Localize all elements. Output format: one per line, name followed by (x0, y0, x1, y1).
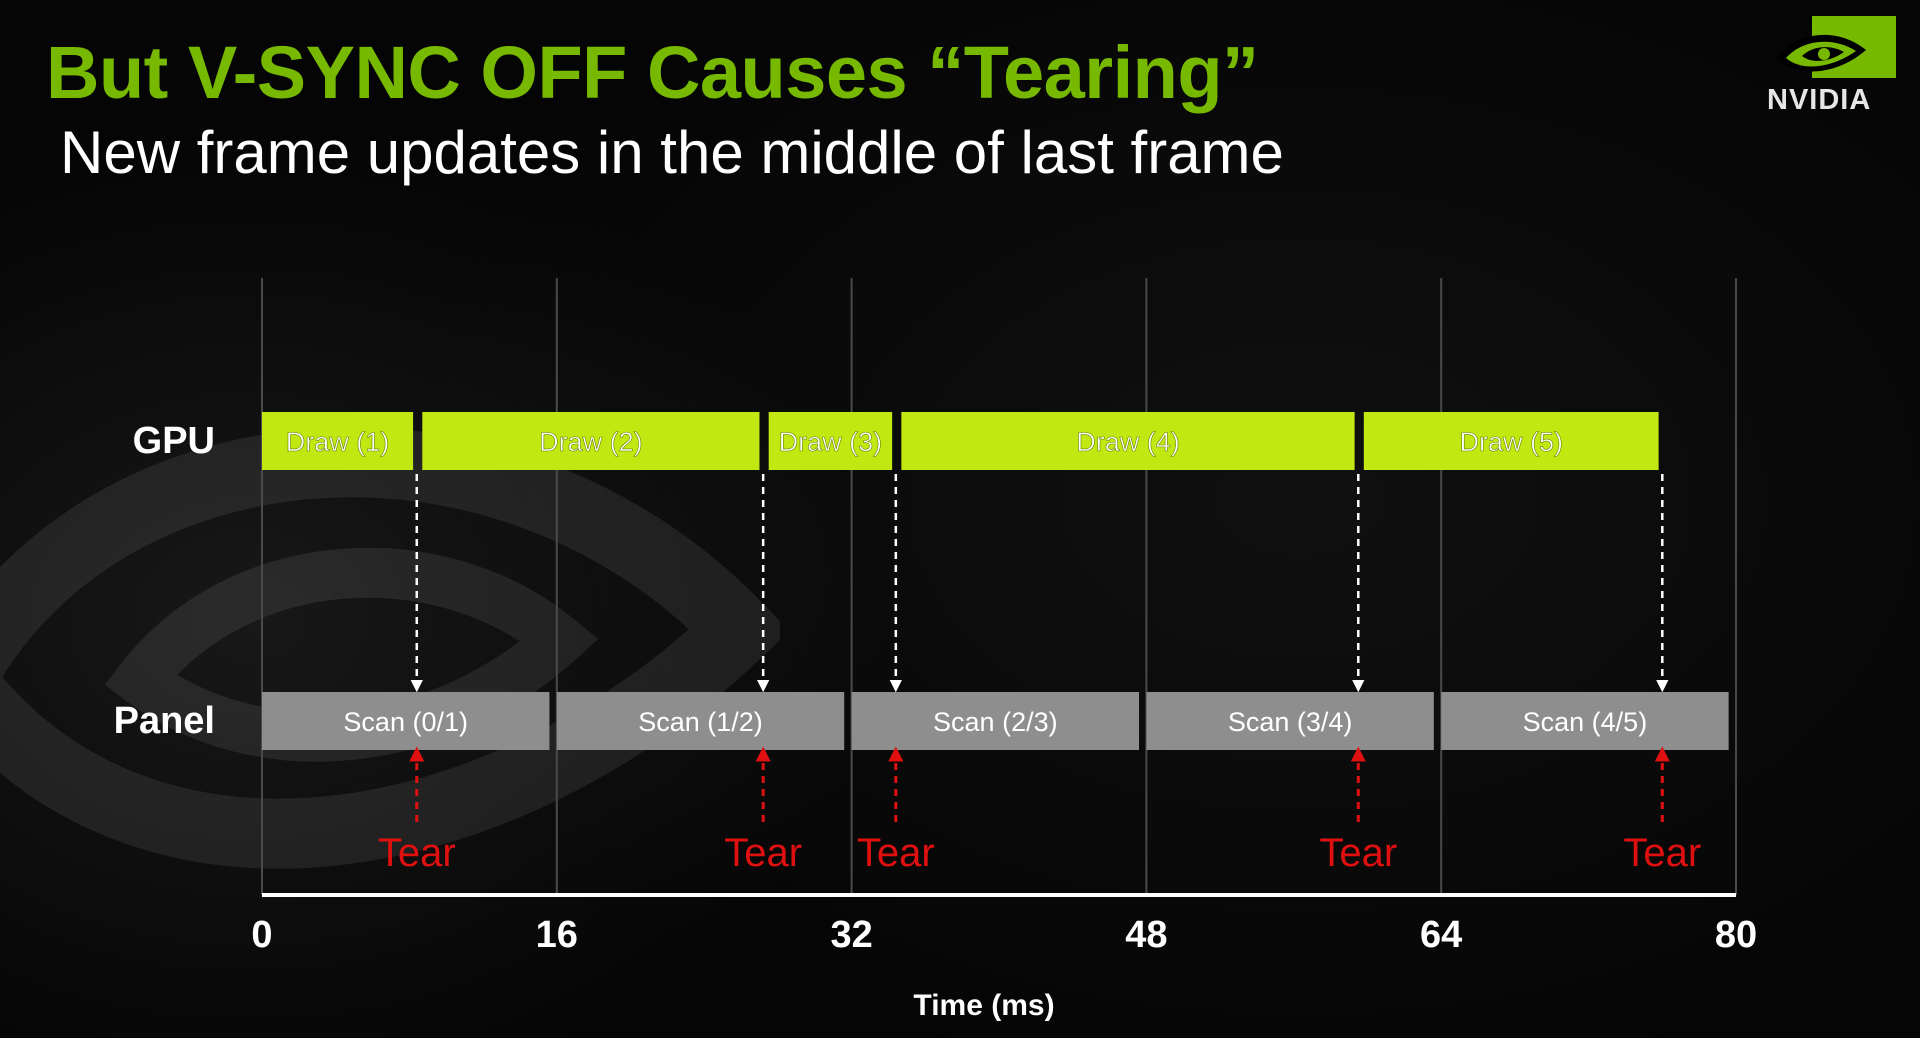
panel-scan-bar-label: Scan (0/1) (343, 707, 468, 737)
gpu-draw-bar (1363, 412, 1659, 470)
panel-scan-bar-label: Scan (2/3) (933, 707, 1058, 737)
panel-scan-bar (851, 692, 1140, 750)
panel-scan-bar (1146, 692, 1434, 750)
slide-subtitle: New frame updates in the middle of last … (60, 119, 1284, 186)
gpu-draw-bar-label: Draw (3) (779, 427, 883, 457)
slide-title: But V-SYNC OFF Causes “Tearing” (46, 31, 1259, 114)
gpu-draw-bar (422, 412, 760, 470)
gpu-draw-bar (901, 412, 1355, 470)
nvidia-eye-icon (1776, 16, 1896, 78)
x-tick-label: 0 (251, 914, 272, 956)
panel-scan-bar (1441, 692, 1729, 750)
gpu-draw-bar (768, 412, 893, 470)
gpu-draw-bar (262, 412, 414, 470)
panel-scan-bar-label: Scan (1/2) (638, 707, 763, 737)
tear-label: Tear (1623, 831, 1701, 875)
gpu-draw-bar-label: Draw (2) (539, 427, 643, 457)
x-tick-label: 80 (1715, 914, 1757, 956)
tear-label: Tear (724, 831, 802, 875)
tear-label: Tear (378, 831, 456, 875)
x-tick-label: 64 (1420, 914, 1462, 956)
gpu-draw-bar-label: Draw (5) (1459, 427, 1563, 457)
tear-label: Tear (1319, 831, 1397, 875)
panel-scan-bar-label: Scan (4/5) (1523, 707, 1648, 737)
x-axis-label: Time (ms) (913, 989, 1054, 1022)
x-tick-label: 16 (536, 914, 578, 956)
panel-scan-bar (262, 692, 550, 750)
tear-label: Tear (857, 831, 935, 875)
gpu-row-label: GPU (133, 420, 215, 462)
gpu-draw-bar-label: Draw (1) (286, 427, 390, 457)
nvidia-logo-text: NVIDIA (1767, 84, 1872, 116)
panel-scan-bar-label: Scan (3/4) (1228, 707, 1353, 737)
x-tick-label: 32 (830, 914, 872, 956)
gpu-draw-bar-label: Draw (4) (1076, 427, 1180, 457)
x-tick-label: 48 (1125, 914, 1167, 956)
panel-row-label: Panel (114, 700, 215, 742)
panel-scan-bar (556, 692, 845, 750)
